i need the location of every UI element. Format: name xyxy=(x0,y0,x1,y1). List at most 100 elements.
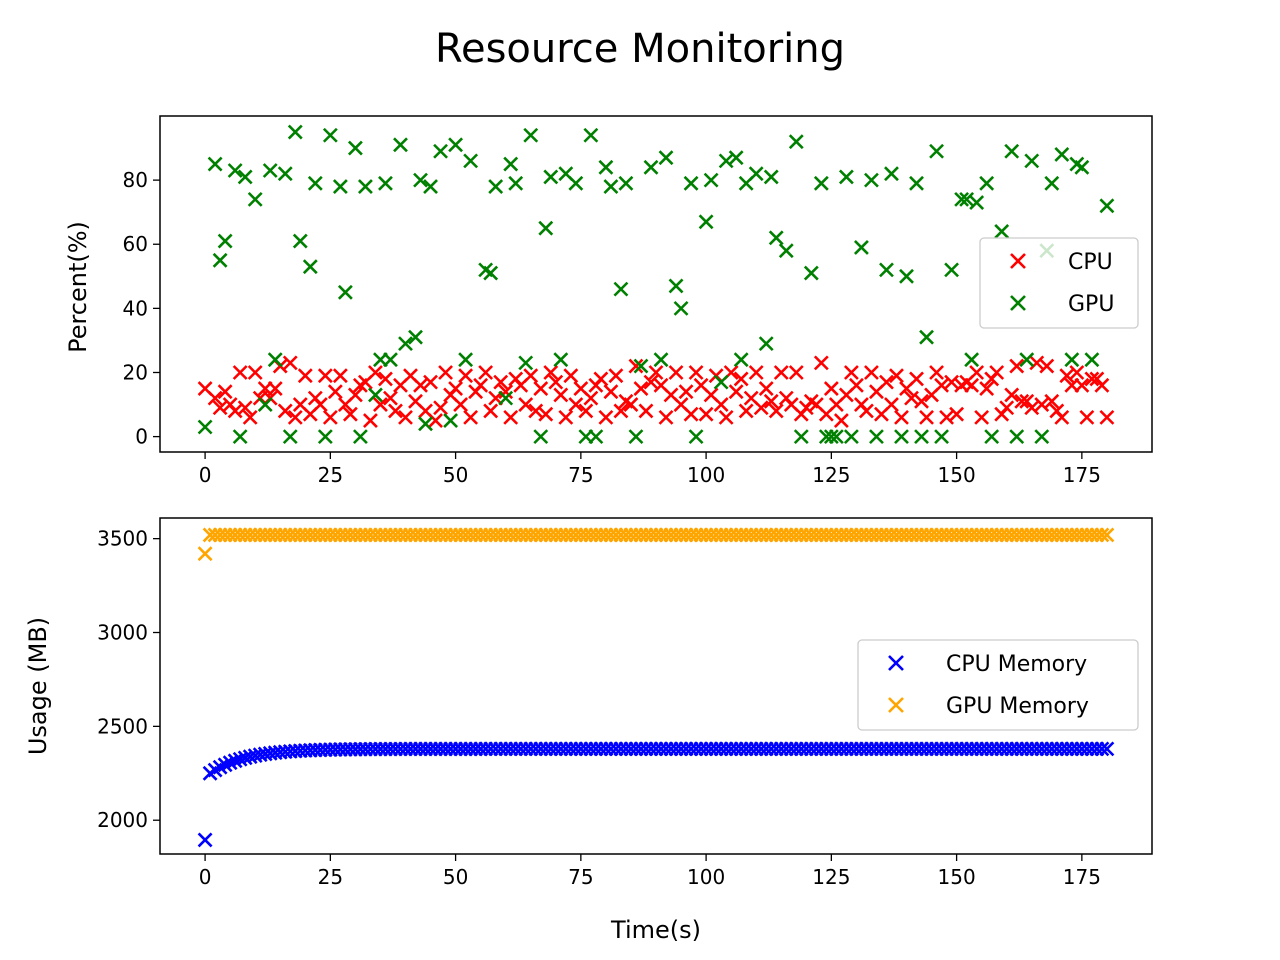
legend-marker xyxy=(1010,295,1026,311)
legend-label: GPU xyxy=(1068,292,1114,317)
data-point xyxy=(949,406,965,422)
data-point xyxy=(869,429,884,445)
data-point xyxy=(673,300,689,316)
data-point xyxy=(242,409,258,425)
x-tick-label: 0 xyxy=(199,865,212,889)
x-tick-label: 50 xyxy=(443,865,468,889)
data-point xyxy=(613,403,629,419)
data-point xyxy=(944,374,960,390)
data-point xyxy=(683,406,699,422)
data-point xyxy=(443,413,459,428)
data-point xyxy=(322,409,338,425)
data-point xyxy=(613,281,629,297)
data-point xyxy=(763,169,779,185)
data-point xyxy=(733,371,749,387)
data-point xyxy=(1094,527,1110,543)
data-point xyxy=(984,429,1000,445)
data-point xyxy=(803,265,819,281)
memory-ylabel: Usage (MB) xyxy=(24,617,52,755)
data-point xyxy=(718,153,734,169)
data-point xyxy=(848,377,864,393)
x-tick-label: 100 xyxy=(687,463,725,487)
data-point xyxy=(503,409,519,425)
figure-title: Resource Monitoring xyxy=(435,26,845,72)
data-point xyxy=(678,384,694,400)
data-point xyxy=(713,397,729,412)
data-point xyxy=(864,365,879,380)
data-point xyxy=(658,409,674,425)
data-point xyxy=(1044,175,1060,191)
x-tick-label: 100 xyxy=(687,865,725,889)
memory-axes: 0 25 50 75 100 125 150 175 2000 2500 3000 3500 Usag… xyxy=(24,517,1153,944)
data-point xyxy=(413,377,428,393)
memory-legend: CPU Memory GPU Memory xyxy=(857,639,1139,731)
data-point xyxy=(1029,355,1045,371)
data-point xyxy=(453,397,469,412)
data-point xyxy=(833,413,849,428)
x-tick-label: 175 xyxy=(1063,865,1101,889)
data-point xyxy=(247,191,263,207)
data-point xyxy=(884,166,899,182)
data-point xyxy=(297,368,313,384)
data-point xyxy=(368,365,383,380)
y-tick-label: 40 xyxy=(123,296,148,320)
data-point xyxy=(438,365,453,380)
data-point xyxy=(969,195,985,210)
data-point xyxy=(668,365,684,380)
data-point xyxy=(538,406,554,422)
y-tick-label: 20 xyxy=(123,360,148,384)
data-point xyxy=(1069,365,1085,380)
data-point xyxy=(944,262,960,278)
data-point xyxy=(578,403,594,419)
data-point xyxy=(267,381,283,396)
x-tick-label: 150 xyxy=(938,463,976,487)
data-point xyxy=(287,409,303,425)
data-point xyxy=(1084,352,1100,368)
data-point xyxy=(478,365,494,380)
data-point xyxy=(979,175,995,191)
data-point xyxy=(598,409,614,425)
data-point xyxy=(282,355,298,371)
data-point xyxy=(433,400,448,416)
data-point xyxy=(658,150,674,166)
data-point xyxy=(583,390,599,406)
data-point xyxy=(668,278,684,294)
data-point xyxy=(553,387,569,403)
data-point xyxy=(393,137,408,153)
data-point xyxy=(528,403,544,419)
data-point xyxy=(1039,358,1055,374)
data-point xyxy=(899,268,914,284)
data-point xyxy=(623,397,639,412)
data-point xyxy=(748,365,764,380)
data-point xyxy=(843,429,859,445)
data-point xyxy=(503,156,519,172)
data-point xyxy=(633,358,649,374)
data-point xyxy=(603,179,619,194)
data-point xyxy=(643,159,659,175)
data-point xyxy=(568,175,584,191)
data-point xyxy=(773,365,789,380)
data-point xyxy=(548,374,564,390)
x-tick-label: 50 xyxy=(443,463,468,487)
data-point xyxy=(1099,198,1115,214)
data-point xyxy=(904,390,919,406)
data-point xyxy=(363,413,378,428)
data-point xyxy=(212,252,228,268)
data-point xyxy=(633,381,649,396)
data-point xyxy=(1034,429,1050,445)
data-point xyxy=(698,214,714,230)
data-point xyxy=(989,365,1005,380)
series-cpu-memory xyxy=(197,741,1115,848)
data-point xyxy=(533,429,549,445)
data-point xyxy=(1094,377,1110,393)
data-point xyxy=(1099,741,1115,757)
data-point xyxy=(598,159,614,175)
data-point xyxy=(698,406,714,422)
x-tick-label: 125 xyxy=(812,463,850,487)
data-point xyxy=(217,384,233,400)
data-point xyxy=(1074,159,1090,175)
data-point xyxy=(1034,397,1050,412)
data-point xyxy=(423,374,438,390)
data-point xyxy=(914,429,929,445)
